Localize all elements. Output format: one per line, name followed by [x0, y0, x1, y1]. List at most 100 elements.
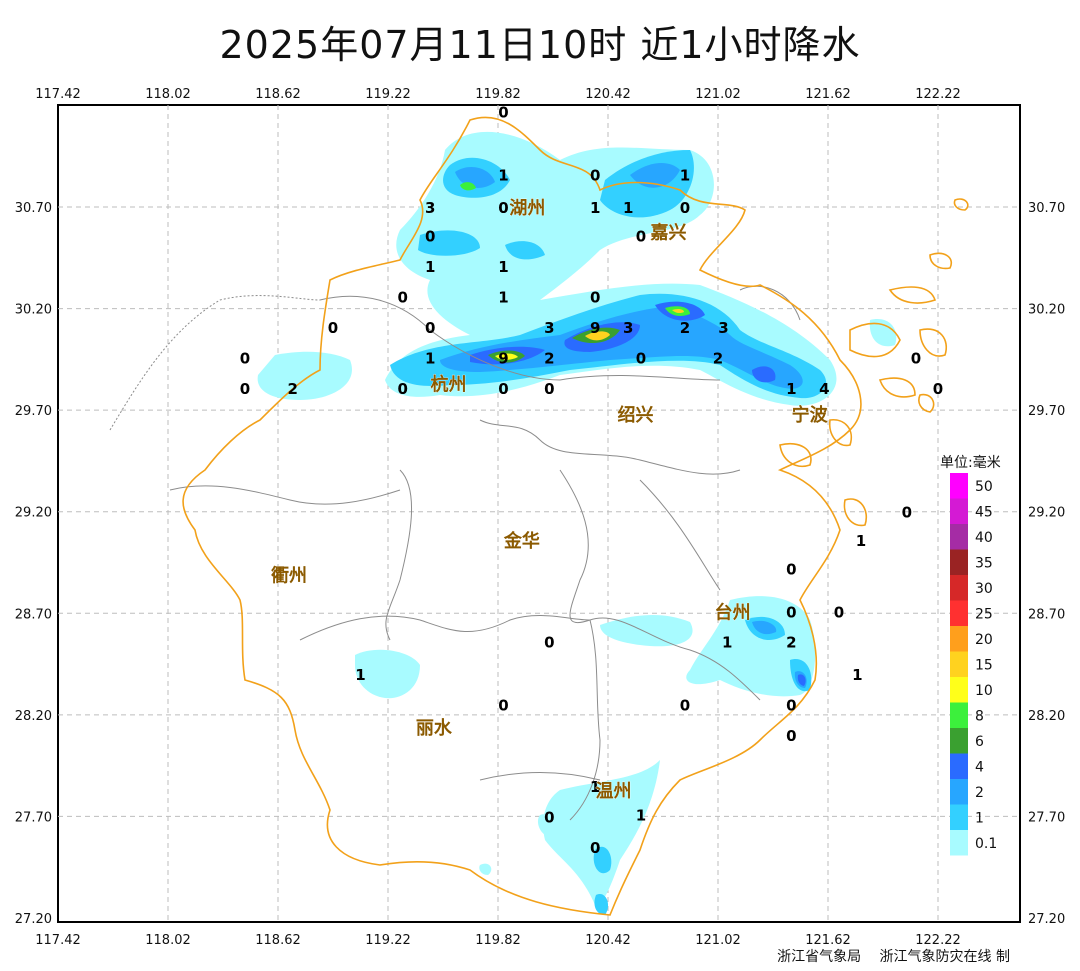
province-outline — [182, 116, 969, 916]
legend-label: 40 — [975, 530, 993, 546]
y-tick-label-right: 28.70 — [1028, 607, 1065, 622]
station-value: 2 — [713, 349, 723, 367]
legend-label: 6 — [975, 734, 984, 750]
station-value: 0 — [911, 349, 921, 367]
x-tick-labels-top: 117.42 118.02 118.62 119.22 119.82 120.42 121.… — [35, 87, 961, 102]
x-tick-label-top: 121.02 — [695, 87, 741, 102]
legend-swatch — [950, 473, 968, 499]
station-value: 3 — [544, 319, 554, 337]
legend-label: 35 — [975, 556, 993, 572]
station-value: 0 — [328, 319, 338, 337]
rain-shading — [257, 131, 897, 915]
x-tick-label-top: 117.42 — [35, 87, 81, 102]
station-value: 0 — [397, 380, 407, 398]
y-tick-label-left: 29.70 — [15, 404, 52, 419]
x-tick-label-top: 119.82 — [475, 87, 521, 102]
x-tick-label-bottom: 121.62 — [805, 933, 851, 948]
legend-label: 15 — [975, 658, 993, 674]
x-tick-label-top: 120.42 — [585, 87, 631, 102]
city-label: 杭州 — [431, 374, 467, 396]
y-tick-label-left: 30.70 — [15, 201, 52, 216]
station-value: 0 — [636, 349, 646, 367]
legend-label: 1 — [975, 811, 984, 827]
station-value: 0 — [590, 166, 600, 184]
station-values: 01 0 13 0 1 1 00 01 10 1 00 0 3 9 3 2 30 1 9 2 0 2 00 2 0 0 0 1 4 001… — [240, 104, 943, 857]
y-tick-label-right: 28.20 — [1028, 709, 1065, 724]
station-value: 0 — [590, 839, 600, 857]
station-value: 0 — [902, 504, 912, 522]
y-tick-labels-left: 30.70 30.20 29.70 29.20 28.70 28.20 27.70 27.20 — [15, 201, 52, 927]
station-value: 0 — [498, 104, 508, 122]
station-value: 3 — [718, 319, 728, 337]
city-label: 丽水 — [416, 717, 453, 739]
station-value: 0 — [240, 349, 250, 367]
station-value: 1 — [623, 199, 633, 217]
x-tick-label-bottom: 118.62 — [255, 933, 301, 948]
legend-swatch — [950, 600, 968, 626]
station-value: 1 — [636, 806, 646, 824]
station-value: 1 — [498, 258, 508, 276]
legend-label: 8 — [975, 709, 984, 725]
county-boundaries — [109, 285, 801, 821]
legend-swatch — [950, 651, 968, 677]
x-tick-label-bottom: 121.02 — [695, 933, 741, 948]
station-value: 1 — [425, 258, 435, 276]
station-value: 0 — [498, 697, 508, 715]
y-tick-label-right: 27.70 — [1028, 810, 1065, 825]
station-value: 2 — [544, 349, 554, 367]
station-value: 0 — [680, 199, 690, 217]
station-value: 3 — [623, 319, 633, 337]
legend-swatch — [950, 498, 968, 524]
footer-org2: 浙江气象防灾在线 制 — [879, 949, 1010, 965]
station-value: 1 — [590, 199, 600, 217]
legend-swatch — [950, 524, 968, 550]
station-value: 0 — [498, 199, 508, 217]
legend-swatch — [950, 575, 968, 601]
legend-label: 25 — [975, 607, 993, 623]
station-value: 9 — [590, 319, 600, 337]
city-label: 湖州 — [509, 198, 545, 219]
station-value: 9 — [498, 349, 508, 367]
y-tick-label-right: 30.20 — [1028, 303, 1065, 318]
station-value: 0 — [544, 380, 554, 398]
station-value: 0 — [240, 380, 250, 398]
legend-title: 单位:毫米 — [940, 454, 1001, 471]
x-tick-label-top: 121.62 — [805, 87, 851, 102]
station-value: 1 — [722, 634, 732, 652]
legend-swatch — [950, 753, 968, 779]
station-value: 1 — [498, 288, 508, 306]
x-tick-label-bottom: 119.22 — [365, 933, 411, 948]
city-label: 绍兴 — [618, 404, 654, 426]
city-label: 金华 — [503, 530, 540, 552]
station-value: 0 — [544, 634, 554, 652]
x-tick-label-bottom: 117.42 — [35, 933, 81, 948]
station-value: 0 — [425, 319, 435, 337]
legend-label: 50 — [975, 479, 993, 495]
legend: 单位:毫米 50 45 40 35 30 25 20 15 10 8 6 4 2 1 0.1 — [940, 454, 1001, 856]
x-tick-label-bottom: 118.02 — [145, 933, 191, 948]
city-label: 嘉兴 — [650, 222, 687, 243]
station-value: 0 — [786, 727, 796, 745]
legend-swatch — [950, 830, 968, 856]
y-tick-labels-right: 30.70 30.20 29.70 29.20 28.70 28.20 27.70 27.20 — [1028, 201, 1065, 927]
station-value: 4 — [819, 380, 829, 398]
y-tick-label-left: 29.20 — [15, 506, 52, 521]
legend-label: 4 — [975, 760, 984, 776]
y-tick-label-left: 30.20 — [15, 303, 52, 318]
station-value: 0 — [680, 697, 690, 715]
x-tick-label-bottom: 119.82 — [475, 933, 521, 948]
station-value: 1 — [425, 349, 435, 367]
legend-swatch — [950, 804, 968, 830]
legend-label: 45 — [975, 505, 993, 521]
station-value: 0 — [544, 808, 554, 826]
station-value: 0 — [636, 227, 646, 245]
y-tick-label-left: 28.70 — [15, 607, 52, 622]
station-value: 0 — [498, 380, 508, 398]
station-value: 1 — [680, 166, 690, 184]
y-tick-label-right: 29.70 — [1028, 404, 1065, 419]
footer-org1: 浙江省气象局 — [777, 949, 862, 965]
y-tick-label-right: 30.70 — [1028, 201, 1065, 216]
y-tick-label-right: 29.20 — [1028, 506, 1065, 521]
footer: 浙江省气象局 浙江气象防灾在线 制 — [763, 946, 1010, 966]
